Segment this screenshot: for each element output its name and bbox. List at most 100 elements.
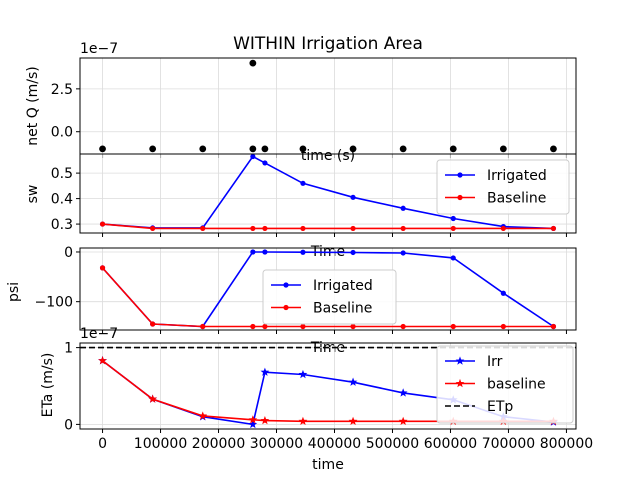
data-point: [298, 416, 308, 426]
legend: Irrigated Baseline: [262, 269, 397, 325]
x-tick-label: 0: [98, 436, 107, 452]
data-point: [550, 225, 557, 232]
y-tick-label: 0.5: [51, 166, 73, 182]
x-tick-label: 500000: [366, 436, 419, 452]
data-point: [149, 145, 157, 153]
data-point: [99, 265, 106, 271]
data-point: [299, 145, 307, 153]
data-point: [250, 153, 256, 160]
data-point: [200, 225, 206, 232]
legend-label: ETp: [487, 399, 513, 415]
legend-label: Baseline: [487, 191, 546, 207]
data-point: [500, 290, 506, 296]
y-tick-label: 1: [64, 341, 73, 357]
y-axis-label: sw: [25, 185, 41, 204]
data-point: [400, 323, 406, 330]
series-baseline: [99, 265, 557, 330]
data-point: [399, 145, 407, 153]
data-point: [261, 145, 269, 153]
data-point: [99, 145, 106, 153]
data-point: [398, 416, 408, 426]
data-point: [450, 255, 456, 261]
subplot-4: 0 1 0 100000 200000 300000 400000 500000 600000 7…: [40, 326, 593, 473]
data-point: [262, 225, 268, 232]
data-point: [250, 249, 256, 255]
data-point: [400, 225, 406, 232]
series-baseline: [99, 221, 557, 232]
data-point: [300, 249, 306, 255]
x-axis-label: time: [312, 457, 344, 473]
y-tick-label: 0.3: [51, 217, 73, 233]
axes-frame: [79, 342, 577, 430]
y-tick-label: 0: [64, 417, 73, 433]
data-point: [500, 323, 506, 330]
data-point: [450, 323, 456, 330]
data-point: [300, 225, 306, 232]
data-point: [500, 225, 506, 232]
y-tick-label: 0.4: [51, 192, 73, 208]
x-tick-label: 400000: [308, 436, 361, 452]
data-point: [199, 145, 207, 153]
y-offset-label: 1e−7: [80, 41, 118, 57]
data-point: [300, 323, 306, 330]
y-axis-label: psi: [6, 282, 22, 302]
data-point: [350, 323, 356, 330]
data-point: [450, 225, 456, 232]
data-point: [348, 377, 358, 386]
data-point: [400, 250, 406, 256]
data-point: [200, 323, 206, 330]
y-tick-label: −100: [35, 295, 73, 311]
data-point: [262, 160, 268, 166]
data-point: [250, 225, 256, 232]
x-tick-label: 100000: [134, 436, 187, 452]
legend-box: [436, 345, 574, 424]
x-tick-label: 600000: [424, 436, 477, 452]
legend-marker: [457, 172, 463, 178]
legend: Irr baseline ETp: [436, 345, 574, 424]
data-point: [249, 145, 257, 153]
x-tick-label: 200000: [192, 436, 245, 452]
legend-marker: [283, 304, 289, 311]
x-tick-label: 300000: [250, 436, 303, 452]
y-tick-label: 0.0: [51, 125, 73, 141]
data-point: [248, 419, 258, 429]
legend-box: [262, 269, 397, 325]
data-point: [300, 180, 306, 186]
axes-frame: [79, 247, 577, 331]
legend-box: [436, 159, 570, 215]
data-point: [198, 411, 208, 420]
data-point: [499, 145, 507, 153]
y-axis-label: ETa (m/s): [40, 353, 56, 418]
data-point: [150, 321, 156, 327]
legend-label: Irrigated: [313, 278, 373, 294]
data-point: [298, 369, 308, 379]
data-point: [248, 415, 258, 424]
legend-marker: [457, 194, 463, 201]
legend-marker: [283, 282, 289, 288]
legend-label: Irrigated: [487, 168, 547, 184]
data-point: [350, 249, 356, 256]
data-point: [148, 394, 158, 403]
data-point: [249, 59, 257, 67]
y-axis-label: net Q (m/s): [25, 66, 41, 145]
x-tick-label: 700000: [482, 436, 535, 452]
data-point: [262, 249, 268, 255]
legend-marker: [455, 356, 465, 365]
series-points-1: [99, 145, 557, 153]
legend-label: baseline: [487, 377, 546, 393]
data-point: [350, 225, 356, 232]
data-point: [262, 323, 268, 330]
data-point: [400, 205, 406, 211]
data-point: [550, 323, 557, 330]
data-point: [150, 225, 156, 232]
series-points-2: [249, 59, 257, 67]
legend-label: Baseline: [313, 301, 372, 317]
data-point: [260, 367, 270, 376]
axes-frame: [79, 153, 577, 234]
y-tick-label: 0: [64, 245, 73, 261]
figure-title: WITHIN Irrigation Area: [233, 34, 423, 54]
data-point: [348, 416, 358, 426]
